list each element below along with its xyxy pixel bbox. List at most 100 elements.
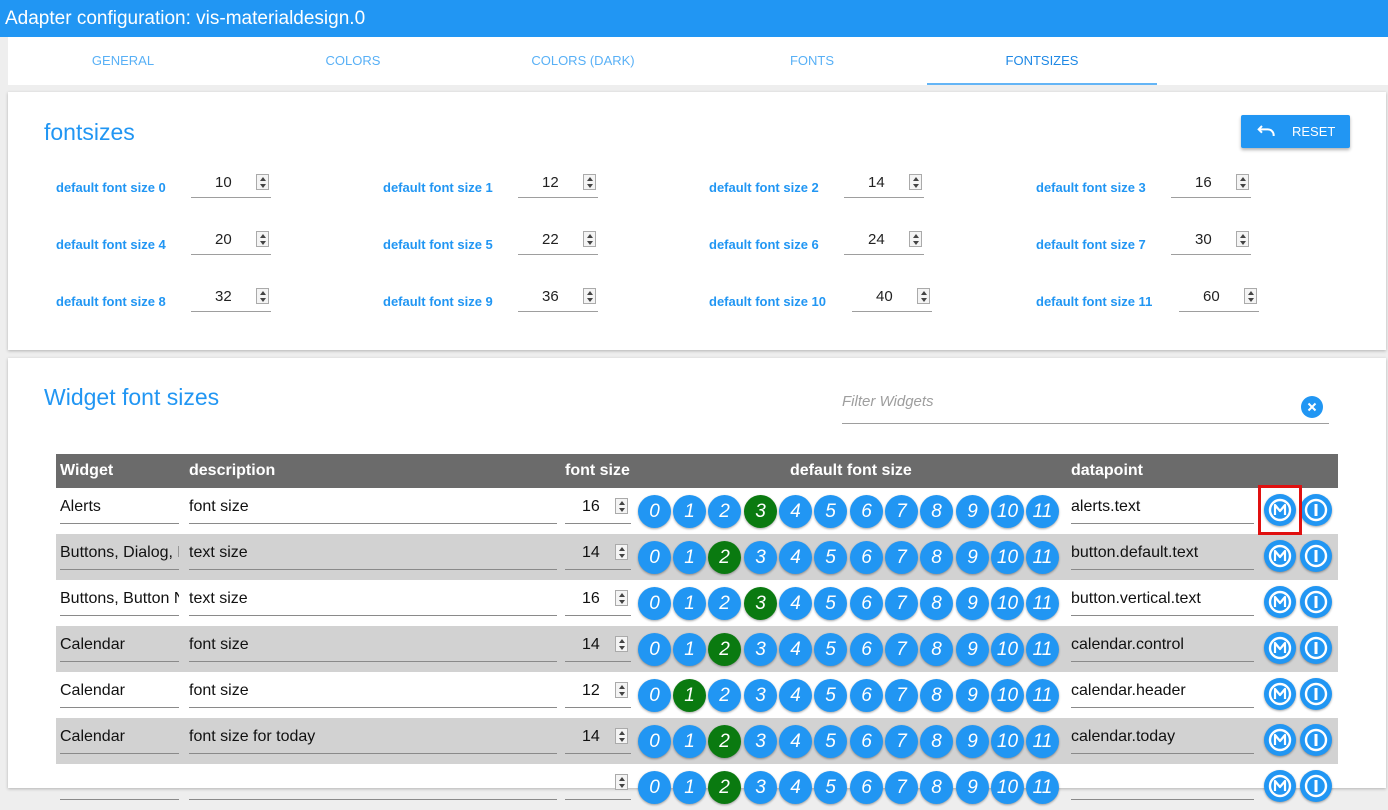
- default-size-button-0[interactable]: 0: [638, 495, 671, 528]
- default-size-button-6[interactable]: 6: [850, 725, 883, 758]
- default-size-button-4[interactable]: 4: [779, 633, 812, 666]
- default-size-button-3[interactable]: 3: [744, 633, 777, 666]
- default-size-button-2[interactable]: 2: [708, 725, 741, 758]
- copy-datapoint-button[interactable]: [1264, 678, 1296, 710]
- tab-general[interactable]: GENERAL: [91, 53, 155, 68]
- default-size-button-10[interactable]: 10: [991, 679, 1024, 712]
- widget-name-field[interactable]: [60, 764, 179, 800]
- default-size-button-8[interactable]: 8: [920, 541, 953, 574]
- default-size-button-9[interactable]: 9: [956, 679, 989, 712]
- default-size-button-11[interactable]: 11: [1026, 495, 1059, 528]
- default-size-button-7[interactable]: 7: [885, 725, 918, 758]
- tab-fontsizes[interactable]: FONTSIZES: [1005, 53, 1079, 68]
- spinner-arrows[interactable]: [615, 590, 628, 606]
- spinner-arrows[interactable]: [1244, 288, 1257, 304]
- spinner-arrows[interactable]: [583, 231, 596, 247]
- default-size-button-0[interactable]: 0: [638, 725, 671, 758]
- default-size-button-8[interactable]: 8: [920, 587, 953, 620]
- default-size-button-7[interactable]: 7: [885, 541, 918, 574]
- font-size-input-0[interactable]: 10: [191, 168, 271, 198]
- default-size-button-4[interactable]: 4: [779, 771, 812, 804]
- default-size-button-9[interactable]: 9: [956, 771, 989, 804]
- default-size-button-11[interactable]: 11: [1026, 633, 1059, 666]
- default-size-button-4[interactable]: 4: [779, 725, 812, 758]
- description-field[interactable]: font size: [189, 626, 557, 662]
- default-size-button-10[interactable]: 10: [991, 633, 1024, 666]
- default-size-button-9[interactable]: 9: [956, 495, 989, 528]
- default-size-button-9[interactable]: 9: [956, 587, 989, 620]
- description-field[interactable]: font size for today: [189, 718, 557, 754]
- default-size-button-10[interactable]: 10: [991, 725, 1024, 758]
- default-size-button-0[interactable]: 0: [638, 541, 671, 574]
- default-size-button-2[interactable]: 2: [708, 633, 741, 666]
- font-size-input-8[interactable]: 32: [191, 282, 271, 312]
- default-size-button-3[interactable]: 3: [744, 725, 777, 758]
- font-size-input-6[interactable]: 24: [844, 225, 924, 255]
- default-size-button-6[interactable]: 6: [850, 495, 883, 528]
- spinner-arrows[interactable]: [615, 544, 628, 560]
- font-size-input-4[interactable]: 20: [191, 225, 271, 255]
- default-size-button-7[interactable]: 7: [885, 679, 918, 712]
- widget-name-field[interactable]: Buttons, Button Nav: [60, 580, 179, 616]
- spinner-arrows[interactable]: [583, 174, 596, 190]
- default-size-button-1[interactable]: 1: [673, 633, 706, 666]
- default-size-button-5[interactable]: 5: [814, 587, 847, 620]
- font-size-input-7[interactable]: 30: [1171, 225, 1251, 255]
- datapoint-field[interactable]: calendar.today: [1071, 718, 1254, 754]
- default-size-button-4[interactable]: 4: [779, 495, 812, 528]
- font-size-input-11[interactable]: 60: [1179, 282, 1259, 312]
- datapoint-field[interactable]: calendar.control: [1071, 626, 1254, 662]
- spinner-arrows[interactable]: [1236, 174, 1249, 190]
- spinner-arrows[interactable]: [917, 288, 930, 304]
- tab-colors-dark[interactable]: COLORS (DARK): [531, 53, 635, 68]
- default-size-button-5[interactable]: 5: [814, 633, 847, 666]
- copy-datapoint-button[interactable]: [1264, 540, 1296, 572]
- datapoint-field[interactable]: alerts.text: [1071, 488, 1254, 524]
- default-size-button-10[interactable]: 10: [991, 495, 1024, 528]
- default-size-button-10[interactable]: 10: [991, 771, 1024, 804]
- default-size-button-10[interactable]: 10: [991, 541, 1024, 574]
- default-size-button-3[interactable]: 3: [744, 679, 777, 712]
- default-size-button-2[interactable]: 2: [708, 587, 741, 620]
- description-field[interactable]: text size: [189, 580, 557, 616]
- default-size-button-1[interactable]: 1: [673, 495, 706, 528]
- tab-fonts[interactable]: FONTS: [789, 53, 835, 68]
- spinner-arrows[interactable]: [256, 174, 269, 190]
- widget-name-field[interactable]: Calendar: [60, 718, 179, 754]
- description-field[interactable]: [189, 764, 557, 800]
- default-size-button-3[interactable]: 3: [744, 495, 777, 528]
- default-size-button-5[interactable]: 5: [814, 771, 847, 804]
- default-size-button-5[interactable]: 5: [814, 725, 847, 758]
- default-size-button-1[interactable]: 1: [673, 679, 706, 712]
- spinner-arrows[interactable]: [615, 636, 628, 652]
- default-size-button-1[interactable]: 1: [673, 725, 706, 758]
- datapoint-field[interactable]: button.vertical.text: [1071, 580, 1254, 616]
- default-size-button-8[interactable]: 8: [920, 725, 953, 758]
- default-size-button-6[interactable]: 6: [850, 771, 883, 804]
- copy-datapoint-button[interactable]: [1264, 586, 1296, 618]
- info-button[interactable]: [1300, 586, 1332, 618]
- font-size-input[interactable]: 14: [565, 534, 631, 570]
- default-size-button-3[interactable]: 3: [744, 541, 777, 574]
- default-size-button-11[interactable]: 11: [1026, 771, 1059, 804]
- default-size-button-4[interactable]: 4: [779, 587, 812, 620]
- copy-datapoint-button[interactable]: [1264, 494, 1296, 526]
- info-button[interactable]: [1300, 494, 1332, 526]
- default-size-button-7[interactable]: 7: [885, 771, 918, 804]
- spinner-arrows[interactable]: [615, 682, 628, 698]
- default-size-button-1[interactable]: 1: [673, 587, 706, 620]
- spinner-arrows[interactable]: [615, 728, 628, 744]
- font-size-input[interactable]: 16: [565, 580, 631, 616]
- datapoint-field[interactable]: [1071, 764, 1254, 800]
- default-size-button-5[interactable]: 5: [814, 495, 847, 528]
- widget-name-field[interactable]: Calendar: [60, 626, 179, 662]
- font-size-input-1[interactable]: 12: [518, 168, 598, 198]
- default-size-button-6[interactable]: 6: [850, 541, 883, 574]
- default-size-button-6[interactable]: 6: [850, 679, 883, 712]
- info-button[interactable]: [1300, 540, 1332, 572]
- font-size-input-10[interactable]: 40: [852, 282, 932, 312]
- datapoint-field[interactable]: button.default.text: [1071, 534, 1254, 570]
- font-size-input-3[interactable]: 16: [1171, 168, 1251, 198]
- spinner-arrows[interactable]: [583, 288, 596, 304]
- widget-name-field[interactable]: Calendar: [60, 672, 179, 708]
